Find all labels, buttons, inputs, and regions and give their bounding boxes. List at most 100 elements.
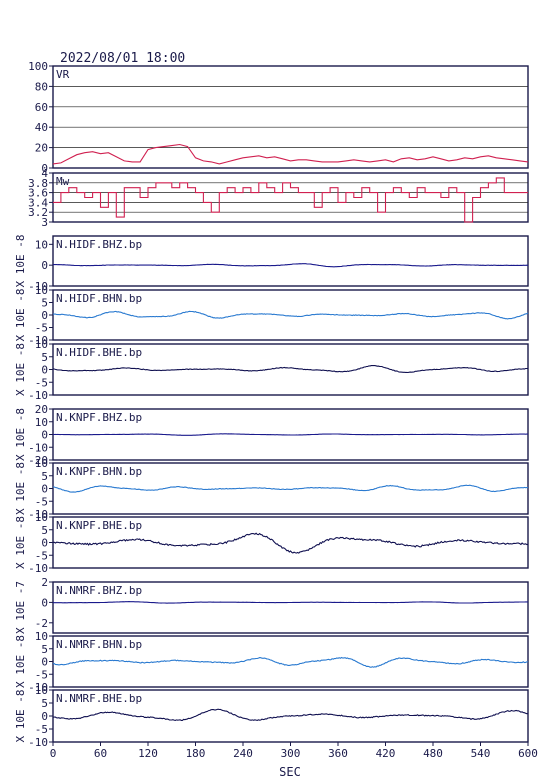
y-tick-label: -10 [28, 736, 48, 749]
trace-hidf-bhn [53, 310, 529, 320]
x-tick-label: 600 [518, 747, 538, 760]
y-tick-label: 0 [41, 656, 48, 669]
trace-hidf-bhz [53, 263, 529, 268]
trace-vr [52, 143, 529, 165]
y-tick-label: 2 [41, 576, 48, 589]
y-tick-label: 80 [35, 80, 48, 93]
y-tick-label: -5 [35, 376, 48, 389]
y-tick-label: 20 [35, 403, 48, 416]
y-axis-label: X 10E -8 [14, 235, 27, 288]
y-tick-label: 5 [41, 524, 48, 537]
y-tick-label: 5 [41, 470, 48, 483]
y-tick-label: 5 [41, 351, 48, 364]
x-tick-label: 300 [281, 747, 301, 760]
trace-knpf-bhz [53, 433, 528, 436]
y-tick-label: 10 [35, 630, 48, 643]
y-tick-label: 3.4 [28, 196, 48, 209]
panel-label: VR [56, 68, 70, 81]
y-tick-label: -10 [28, 508, 48, 521]
trace-nmrf-bhn [52, 656, 529, 668]
y-axis-label: X 10E -8 [14, 289, 27, 342]
y-tick-label: 0 [41, 309, 48, 322]
panel-label: Mw [56, 175, 70, 188]
y-axis-label: X 10E -8 [14, 690, 27, 743]
panel-label: N.NMRF.BHE.bp [56, 692, 142, 705]
y-tick-label: -20 [28, 454, 48, 467]
y-tick-label: -10 [28, 562, 48, 575]
panel-frame [52, 235, 529, 287]
panel-nmrf-bhz: -2 0 2 N.NMRF.BHZ.bp X 10E -7 [14, 576, 529, 634]
datetime-header: 2022/08/01 18:00 [60, 51, 185, 66]
y-tick-label: 0 [41, 710, 48, 723]
y-tick-label: 4 [41, 167, 48, 180]
y-tick-label: 20 [35, 142, 48, 155]
y-tick-label: -5 [35, 549, 48, 562]
y-tick-label: 0 [41, 364, 48, 377]
y-tick-label: 3.8 [28, 177, 48, 190]
y-axis-label: X 10E -8 [14, 462, 27, 515]
panel-hidf-bhz: -10 0 10 N.HIDF.BHZ.bp X 10E -8 [14, 235, 529, 293]
y-tick-label: 0 [41, 483, 48, 496]
y-tick-label: 0 [41, 162, 48, 175]
x-tick-label: 180 [186, 747, 206, 760]
y-tick-label: 0 [41, 259, 48, 272]
y-tick-label: -10 [28, 681, 48, 694]
y-tick-label: -10 [28, 280, 48, 293]
panel-label: N.KNPF.BHE.bp [56, 519, 142, 532]
trace-knpf-bhe [52, 532, 529, 554]
y-tick-label: 5 [41, 297, 48, 310]
y-tick-label: 0 [41, 537, 48, 550]
y-tick-label: -10 [28, 441, 48, 454]
y-tick-label: 0 [41, 596, 48, 609]
y-tick-label: -5 [35, 495, 48, 508]
y-tick-label: 3 [41, 216, 48, 229]
trace-hidf-bhe [52, 365, 529, 374]
x-tick-label: 480 [423, 747, 443, 760]
y-tick-label: 40 [35, 121, 48, 134]
y-tick-label: 100 [28, 60, 48, 73]
y-tick-label: -2 [35, 617, 48, 630]
y-tick-label: -5 [35, 668, 48, 681]
panel-frame [52, 581, 529, 634]
x-tick-label: 420 [376, 747, 396, 760]
y-tick-label: -5 [35, 322, 48, 335]
trace-knpf-bhn [52, 484, 528, 493]
y-axis-label: X 10E -8 [14, 408, 27, 461]
x-tick-label: 240 [233, 747, 253, 760]
panel-frame [52, 65, 529, 169]
x-tick-label: 0 [50, 747, 57, 760]
y-tick-label: 5 [41, 643, 48, 656]
panel-vr: 0 20 40 60 80 100 VR [28, 60, 529, 175]
y-axis-label: X 10E -7 [14, 581, 27, 634]
y-tick-label: 3.6 [28, 187, 48, 200]
panel-label: N.HIDF.BHE.bp [56, 346, 142, 359]
y-axis-label: X 10E -8 [14, 516, 27, 569]
y-tick-label: -10 [28, 389, 48, 402]
panel-label: N.HIDF.BHN.bp [56, 292, 142, 305]
y-tick-label: 10 [35, 416, 48, 429]
panel-label: N.KNPF.BHZ.bp [56, 411, 142, 424]
x-axis: 0 60 120 180 240 300 360 420 480 540 600 [50, 742, 538, 760]
panel-label: N.NMRF.BHN.bp [56, 638, 142, 651]
trace-nmrf-bhz [52, 601, 529, 604]
y-tick-label: 60 [35, 101, 48, 114]
y-axis-label: X 10E -8 [14, 635, 27, 688]
y-tick-label: 10 [35, 338, 48, 351]
y-axis-label: X 10E -8 [14, 343, 27, 396]
panel-label: N.KNPF.BHN.bp [56, 465, 142, 478]
y-tick-label: 10 [35, 684, 48, 697]
y-tick-label: -5 [35, 723, 48, 736]
trace-nmrf-bhe [52, 708, 528, 721]
x-tick-label: 540 [471, 747, 491, 760]
x-axis-label: SEC [279, 765, 301, 779]
y-tick-label: 3.2 [28, 206, 48, 219]
y-tick-label: 0 [41, 429, 48, 442]
x-tick-label: 360 [328, 747, 348, 760]
